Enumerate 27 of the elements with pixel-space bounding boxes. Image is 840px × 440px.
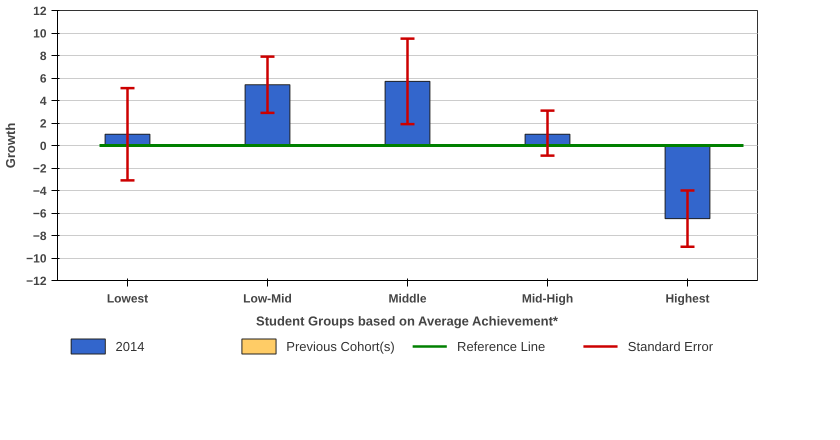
x-tick-label: Mid-High: [522, 292, 574, 306]
text: Standard Error: [628, 339, 714, 354]
y-tick-label: −2: [32, 162, 47, 176]
legend-label: Previous Cohort(s): [286, 339, 395, 354]
y-tick-label: 4: [40, 94, 47, 108]
y-tick-label: −8: [32, 229, 47, 243]
legend-label: 2014: [116, 339, 144, 354]
bar: [244, 84, 290, 146]
y-tick-label: 6: [40, 72, 47, 86]
bar: [384, 80, 430, 146]
y-tick-label: 8: [40, 49, 47, 63]
bar: [664, 145, 710, 220]
x-tick-label: Low-Mid: [243, 292, 292, 306]
y-tick-label: 10: [33, 26, 47, 40]
x-tick-label: Middle: [388, 292, 427, 306]
y-tick-label: 0: [40, 139, 47, 153]
x-axis-title: Student Groups based on Average Achievement*: [256, 314, 559, 328]
y-tick-label: −12: [26, 274, 47, 288]
y-tick-label: 12: [33, 4, 47, 18]
x-tick-label: Lowest: [106, 292, 148, 306]
legend-label: Reference Line: [457, 339, 546, 354]
y-tick-label: −10: [26, 252, 47, 266]
y-axis-title: Growth: [3, 122, 18, 168]
y-tick-label: −6: [32, 206, 47, 220]
y-tick-label: 2: [40, 116, 47, 130]
x-tick-label: Highest: [666, 292, 710, 306]
y-tick-label: −4: [32, 184, 47, 198]
